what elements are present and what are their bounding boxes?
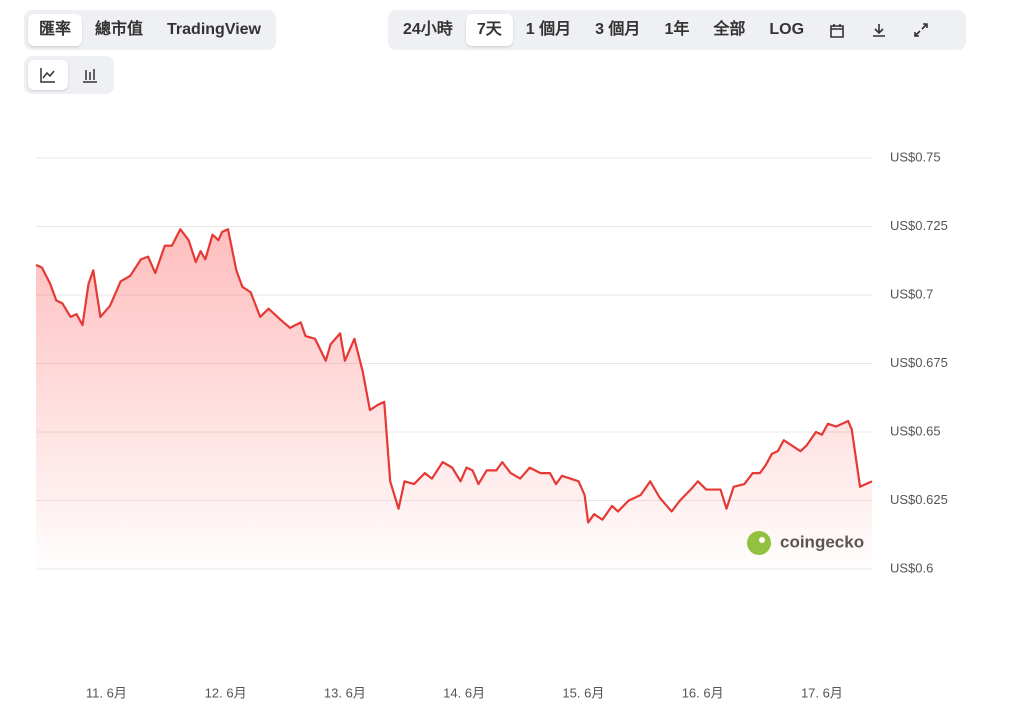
icon [830,24,844,38]
tab-button[interactable]: 總市值 [95,21,144,38]
tab-button[interactable]: 1年 [664,21,690,38]
y-tick-label: US$0.65 [890,423,941,438]
tab-button[interactable]: 3 個月 [595,21,641,38]
x-tick-label: 11. 6月 [86,685,127,700]
view-tabs: 匯率 總市值 TradingView [24,10,276,50]
y-tick-label: US$0.725 [890,218,948,233]
x-tick-label: 14. 6月 [443,685,485,700]
tab-button[interactable]: TradingView [167,21,261,38]
tab-button[interactable]: 1 個月 [525,21,572,38]
y-tick-label: US$0.675 [890,355,948,370]
candle-icon [83,69,97,83]
icon-button[interactable] [817,14,857,46]
candle-chart-button[interactable] [70,60,110,90]
y-tick-label: US$0.625 [890,492,948,507]
chart-type-tabs [24,56,114,94]
line-icon [40,68,55,83]
x-tick-label: 13. 6月 [324,685,366,700]
y-tick-label: US$0.7 [890,286,933,301]
icon-button[interactable] [859,14,899,46]
tab-button[interactable]: LOG [769,21,805,38]
y-tick-label: US$0.6 [890,560,933,575]
tab-button[interactable]: 匯率 [28,14,83,46]
x-tick-label: 12. 6月 [205,685,247,700]
price-line [35,228,873,524]
tab-button[interactable]: 24小時 [403,21,453,38]
x-tick-label: 15. 6月 [562,685,604,700]
y-tick-label: US$0.75 [890,149,941,164]
icon [873,24,886,37]
line-chart-button[interactable] [28,60,68,90]
price-area [36,229,872,580]
watermark: coingecko [747,531,864,555]
watermark-text: coingecko [780,532,864,551]
tab-button[interactable]: 全部 [713,21,746,38]
x-tick-label: 16. 6月 [682,685,724,700]
x-tick-label: 17. 6月 [801,685,843,700]
range-tabs: 24小時 7天 1 個月 3 個月 1年 全部 LOG [388,10,966,50]
icon [914,23,928,37]
icon-button[interactable] [901,14,941,46]
tab-button[interactable]: 7天 [465,14,513,46]
